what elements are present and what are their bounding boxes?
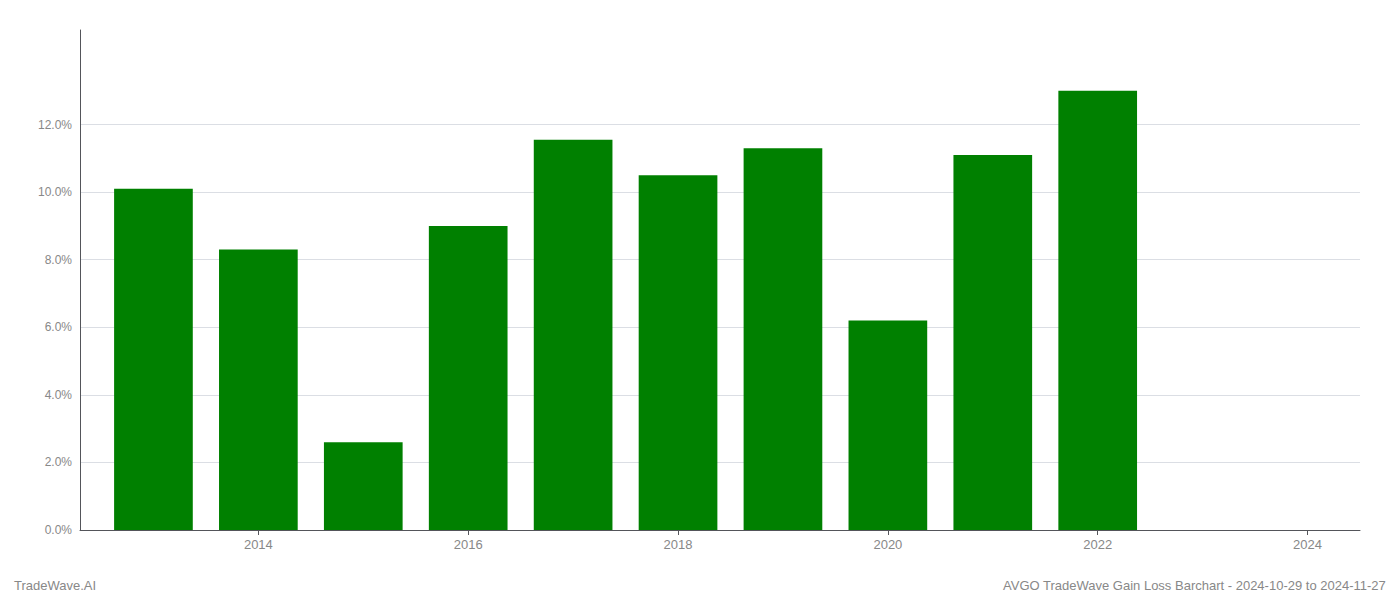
svg-text:2014: 2014 [244, 537, 273, 552]
svg-text:10.0%: 10.0% [38, 185, 72, 199]
svg-text:2018: 2018 [664, 537, 693, 552]
svg-text:2022: 2022 [1083, 537, 1112, 552]
svg-text:4.0%: 4.0% [45, 388, 73, 402]
svg-text:2024: 2024 [1293, 537, 1322, 552]
svg-text:2020: 2020 [873, 537, 902, 552]
svg-text:2016: 2016 [454, 537, 483, 552]
svg-text:AVGO TradeWave Gain Loss Barch: AVGO TradeWave Gain Loss Barchart - 2024… [1003, 578, 1386, 593]
svg-text:12.0%: 12.0% [38, 118, 72, 132]
svg-text:8.0%: 8.0% [45, 253, 73, 267]
svg-text:TradeWave.AI: TradeWave.AI [14, 578, 96, 593]
svg-text:2.0%: 2.0% [45, 455, 73, 469]
svg-text:0.0%: 0.0% [45, 523, 73, 537]
svg-text:6.0%: 6.0% [45, 320, 73, 334]
